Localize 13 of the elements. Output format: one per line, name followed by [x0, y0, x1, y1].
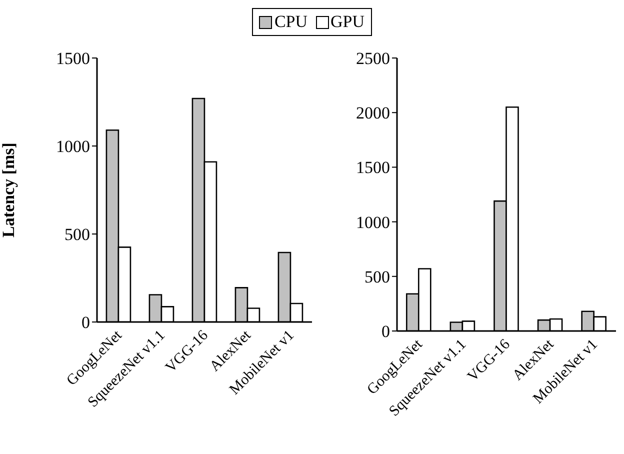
y-tick-label: 500 [364, 267, 390, 286]
y-axis-title: Latency [ms] [0, 142, 18, 238]
y-tick-label: 0 [382, 322, 390, 342]
y-tick-label: 1000 [56, 137, 90, 156]
y-tick-label: 0 [82, 313, 90, 332]
y-tick-label: 1500 [356, 158, 390, 178]
y-tick-label: 1500 [56, 49, 90, 68]
y-tick-label: 2500 [356, 49, 390, 68]
y-tick-label: 500 [64, 225, 90, 244]
y-tick-label: 1000 [356, 212, 390, 232]
legend-label: GPU [330, 12, 365, 32]
y-tick-label: 2000 [356, 104, 390, 123]
legend-label: CPU [273, 12, 308, 32]
